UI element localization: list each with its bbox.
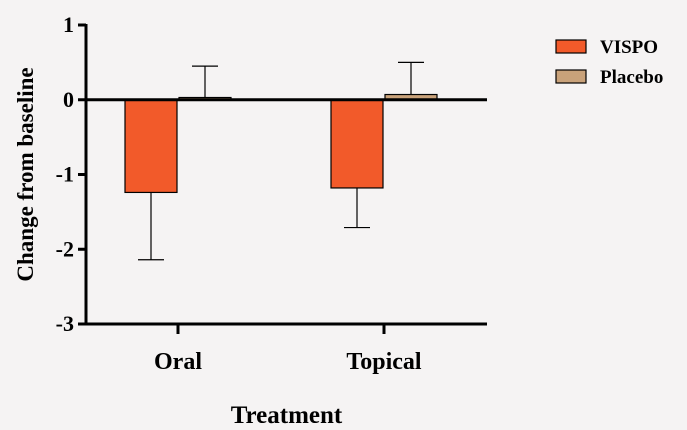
legend: VISPO Placebo [555,37,663,88]
legend-swatch-vispo [555,39,587,54]
bar-vispo-topical [330,99,384,189]
axes [78,23,487,334]
y-tick-label: -1 [56,162,74,187]
bars [124,93,438,194]
labels: 1 0 -1 -2 -3 Oral Topical Change from baseline T… [13,12,422,429]
error-bars [138,61,424,261]
y-tick-label: -3 [56,311,74,336]
x-tick-label: Oral [154,349,202,375]
x-tick-label: Topical [346,349,421,375]
legend-swatch-placebo [555,69,587,84]
y-axis-title: Change from baseline [13,67,38,281]
y-tick-label: 0 [63,87,74,112]
y-tick-label: -2 [56,236,74,261]
legend-label-placebo: Placebo [600,67,663,88]
bar-vispo-oral [124,99,178,194]
y-tick-label: 1 [63,12,74,37]
legend-label-vispo: VISPO [600,37,658,58]
x-axis-title: Treatment [231,402,343,429]
